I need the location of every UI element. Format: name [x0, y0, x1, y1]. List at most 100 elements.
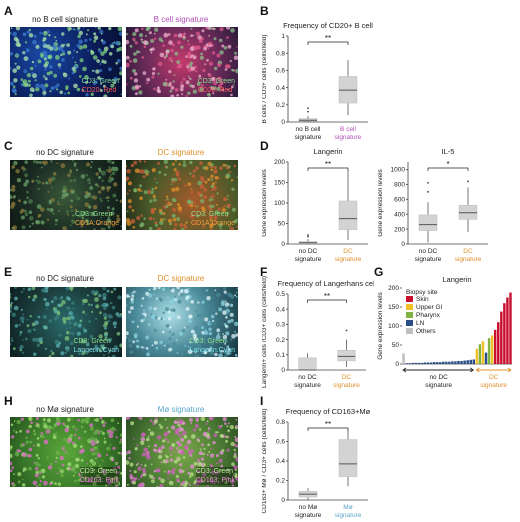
- cell-dot: [107, 338, 112, 343]
- cell-dot: [78, 352, 81, 356]
- cell-dot: [102, 84, 106, 88]
- cell-dot: [36, 437, 40, 440]
- cell-dot: [25, 436, 28, 439]
- cell-dot: [97, 222, 100, 226]
- cell-dot: [194, 205, 196, 207]
- cell-dot: [143, 309, 146, 312]
- cell-dot: [133, 333, 138, 337]
- y-axis-label: Gene expression levels: [377, 291, 384, 359]
- cell-dot: [177, 206, 183, 211]
- cell-dot: [235, 457, 238, 462]
- cell-dot: [187, 471, 191, 475]
- cell-dot: [13, 195, 16, 199]
- cell-dot: [207, 205, 211, 209]
- cell-dot: [136, 462, 140, 465]
- panel-label-c: C: [4, 139, 13, 153]
- x-category-label: DC: [342, 374, 352, 381]
- cell-dot: [69, 341, 74, 346]
- cell-dot: [85, 33, 88, 36]
- cell-dot: [154, 27, 159, 32]
- cell-dot: [168, 347, 173, 352]
- cell-dot: [169, 350, 172, 353]
- cell-dot: [99, 417, 103, 420]
- cell-dot: [18, 199, 21, 203]
- cell-dot: [86, 342, 90, 347]
- cell-dot: [47, 465, 53, 470]
- cell-dot: [192, 55, 197, 60]
- cell-dot: [153, 67, 156, 70]
- cell-dot: [26, 30, 31, 34]
- y-tick-label: 50: [392, 342, 400, 349]
- cell-dot: [37, 180, 41, 185]
- caption-c-right: DC signature: [157, 148, 205, 157]
- cell-dot: [132, 480, 136, 485]
- cell-dot: [10, 303, 13, 307]
- cell-dot: [175, 187, 180, 192]
- cell-dot: [152, 287, 157, 291]
- cell-dot: [88, 205, 92, 209]
- cell-dot: [100, 199, 103, 203]
- cell-dot: [129, 76, 133, 80]
- cell-dot: [14, 62, 17, 65]
- cell-dot: [32, 328, 35, 331]
- cell-dot: [52, 417, 55, 419]
- cell-dot: [73, 162, 77, 166]
- cell-dot: [93, 437, 98, 443]
- cell-dot: [235, 333, 238, 337]
- cell-dot: [139, 33, 143, 38]
- cell-dot: [67, 417, 71, 422]
- cell-dot: [201, 326, 205, 330]
- cell-dot: [235, 295, 238, 298]
- cell-dot: [132, 341, 135, 344]
- cell-dot: [196, 287, 201, 291]
- cell-dot: [101, 33, 103, 35]
- cell-dot: [106, 431, 110, 435]
- cell-dot: [164, 418, 167, 421]
- cell-dot: [197, 301, 200, 304]
- y-tick-label: 0: [281, 119, 285, 126]
- cell-dot: [21, 452, 27, 458]
- cell-dot: [185, 55, 188, 58]
- cell-dot: [54, 339, 60, 345]
- cell-dot: [61, 300, 66, 305]
- cell-dot: [50, 198, 55, 202]
- x-category-label: signature: [415, 256, 442, 263]
- cell-dot: [12, 429, 15, 432]
- cell-dot: [195, 310, 198, 313]
- cell-dot: [215, 453, 220, 458]
- cell-dot: [146, 437, 150, 442]
- cell-dot: [220, 434, 225, 438]
- cell-dot: [162, 311, 165, 314]
- cell-dot: [95, 418, 99, 422]
- cell-dot: [46, 307, 48, 310]
- cell-dot: [43, 439, 49, 445]
- cell-dot: [153, 469, 157, 473]
- cell-dot: [87, 49, 90, 52]
- cell-dot: [194, 351, 197, 354]
- cell-dot: [126, 62, 130, 68]
- cell-dot: [204, 317, 209, 322]
- cell-dot: [211, 188, 214, 191]
- cell-dot: [29, 315, 32, 318]
- cell-dot: [201, 443, 204, 447]
- cell-dot: [101, 303, 106, 308]
- cell-dot: [199, 55, 204, 60]
- cell-dot: [26, 196, 29, 199]
- cell-dot: [126, 294, 130, 298]
- cell-dot: [107, 355, 110, 357]
- cell-dot: [150, 190, 154, 195]
- cell-dot: [78, 30, 84, 36]
- y-tick-label: 0: [395, 361, 399, 368]
- cell-dot: [104, 336, 108, 340]
- cell-dot: [152, 448, 156, 452]
- cell-dot: [52, 171, 57, 176]
- cell-dot: [229, 312, 234, 317]
- cell-dot: [43, 31, 48, 36]
- cell-dot: [204, 27, 208, 30]
- cell-dot: [212, 319, 215, 323]
- cell-dot: [87, 478, 92, 483]
- cell-dot: [204, 180, 208, 184]
- cell-dot: [134, 72, 138, 76]
- cell-dot: [61, 58, 65, 62]
- cell-dot: [57, 202, 60, 206]
